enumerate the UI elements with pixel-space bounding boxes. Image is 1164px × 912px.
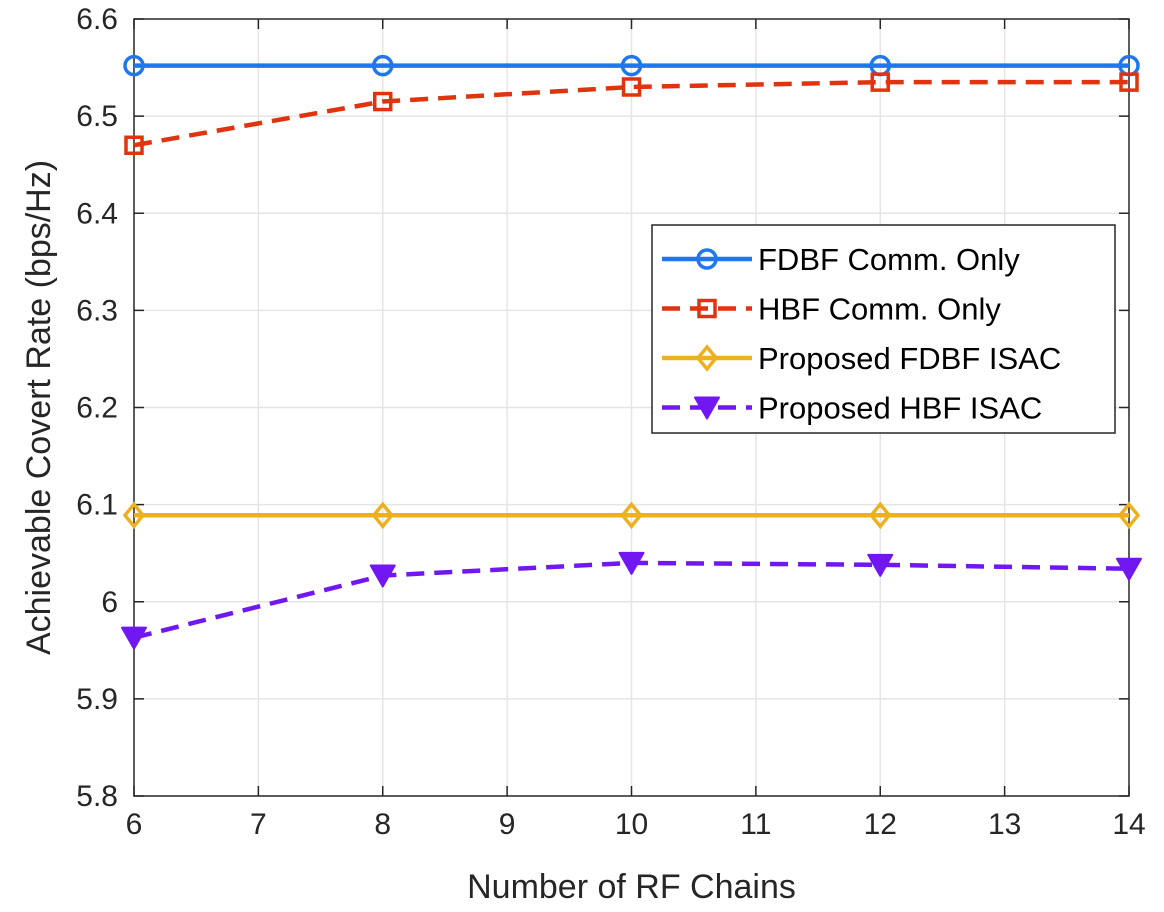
series-3-point-2 [618,551,645,575]
series-3-point-4 [1116,557,1142,581]
y-tick-label-2: 6 [101,586,118,619]
series-2-point-1 [371,501,395,530]
x-tick-label-1: 7 [250,808,267,841]
x-tick-label-3: 9 [499,808,516,841]
x-tick-label-5: 11 [740,808,771,841]
series-1-point-1 [373,91,393,112]
series-2-point-0 [122,501,146,530]
x-tick-label-2: 8 [374,808,391,841]
legend-marker-3 [694,396,720,420]
x-tick-label-7: 13 [988,808,1021,841]
y-tick-label-8: 6.6 [76,3,118,36]
series-0-point-0 [123,54,145,77]
y-tick-label-7: 6.5 [76,100,118,133]
series-1-point-3 [870,72,890,92]
y-tick-label-4: 6.2 [76,392,118,425]
legend: FDBF Comm. Only HBF Comm. Only Proposed FD… [651,224,1116,434]
series-3 [121,551,1142,650]
y-tick-label-5: 6.3 [76,294,118,327]
series-2 [122,501,1141,530]
series-2-point-2 [620,501,643,530]
series-1 [124,72,1139,156]
x-axis-label: Number of RF Chains [467,868,796,906]
x-tick-label-0: 6 [126,808,143,841]
legend-marker-0 [696,248,718,270]
legend-marker-2 [695,344,719,372]
series-1-point-0 [124,135,144,156]
x-tick-label-8: 14 [1112,808,1145,841]
legend-label-0: FDBF Comm. Only [758,242,1020,277]
y-tick-label-6: 6.4 [76,197,118,230]
series-3-point-3 [867,553,894,577]
y-tick-label-3: 6.1 [76,489,118,522]
series-2-point-4 [1117,501,1141,530]
series-0-point-2 [620,54,643,77]
series-3-point-1 [369,564,396,588]
y-tick-label-0: 5.8 [76,780,118,813]
tick-marks [133,18,1130,797]
series-1-point-2 [621,77,642,97]
series-2-point-3 [868,501,892,530]
legend-label-2: Proposed FDBF ISAC [758,341,1061,376]
y-tick-label-1: 5.9 [76,683,118,716]
legend-marker-1 [697,298,717,319]
series-3-point-0 [121,626,147,650]
legend-label-3: Proposed HBF ISAC [758,391,1042,426]
series-0-point-1 [372,54,394,77]
x-tick-label-4: 10 [615,808,648,841]
x-tick-label-6: 12 [864,808,897,841]
series-1-point-4 [1119,72,1139,92]
legend-label-1: HBF Comm. Only [758,292,1001,327]
y-axis-label: Achievable Covert Rate (bps/Hz) [20,160,58,655]
series-line-1 [133,79,1129,148]
